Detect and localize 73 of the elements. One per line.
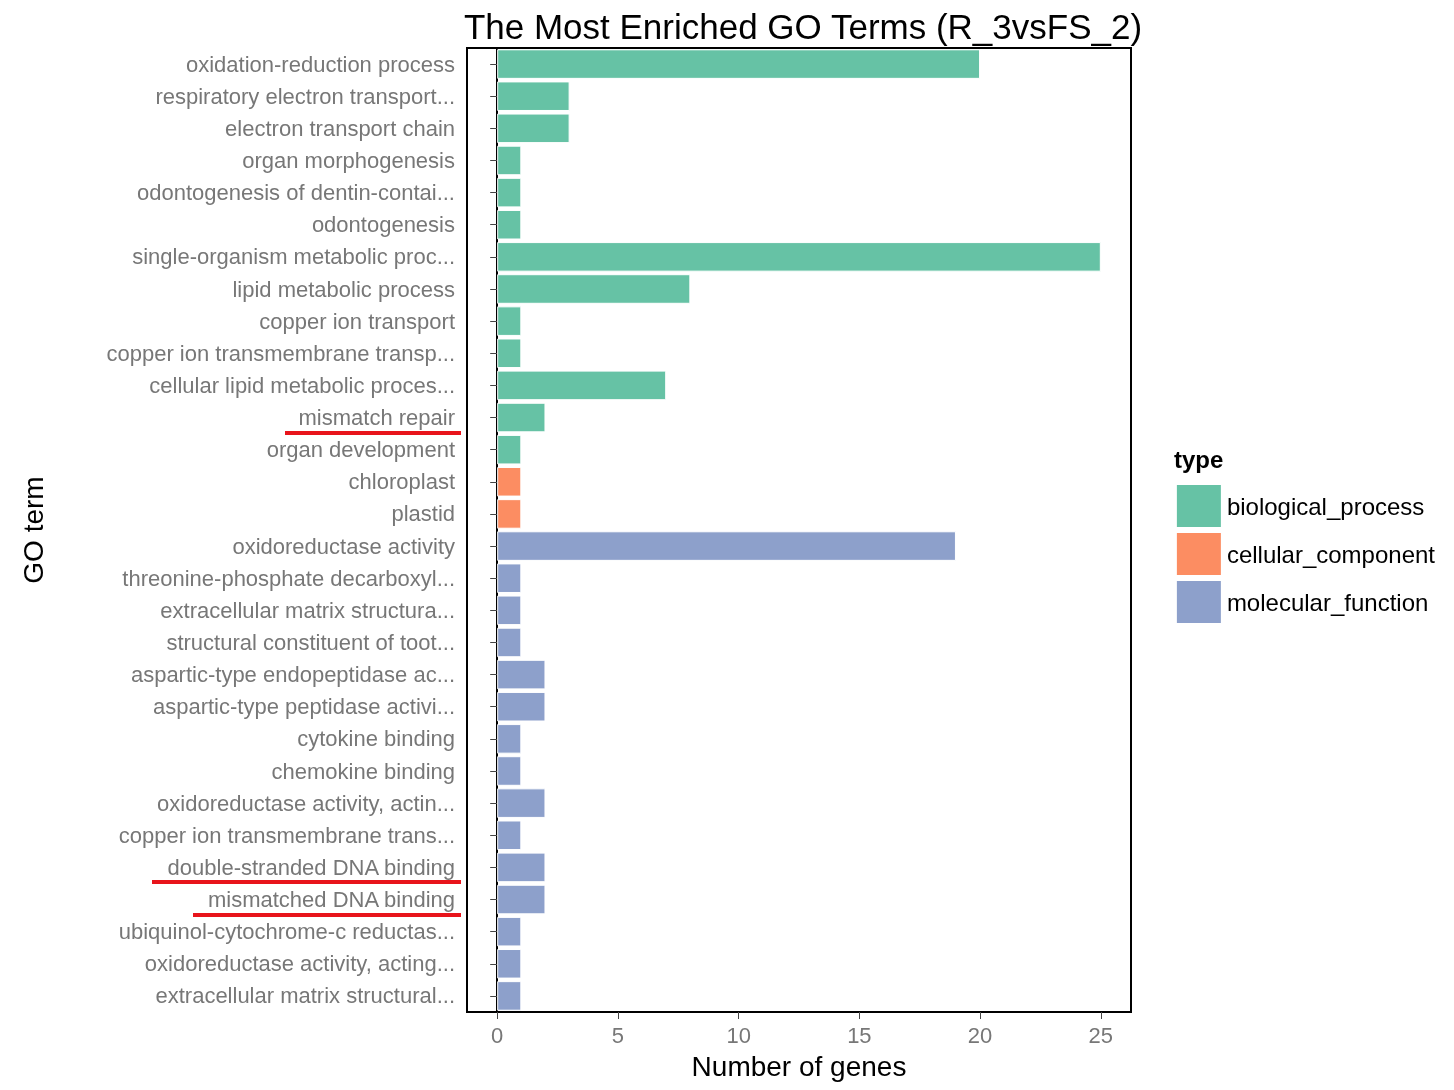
y-tick-label: oxidoreductase activity [232, 533, 455, 559]
y-tick-label: copper ion transmembrane transp... [106, 340, 455, 366]
bar [497, 242, 1101, 272]
x-tick-label: 5 [611, 1022, 625, 1048]
bar [497, 627, 522, 658]
y-tick-label: aspartic-type endopeptidase ac... [130, 662, 455, 688]
bar [497, 49, 981, 79]
bar [497, 563, 522, 593]
y-tick-label: odontogenesis of dentin-contai... [136, 180, 455, 206]
bar [497, 370, 667, 401]
y-tick-label: single-organism metabolic proc... [132, 244, 455, 270]
y-tick-label: copper ion transport [259, 308, 455, 334]
bar [497, 531, 956, 561]
bar [497, 434, 522, 465]
bar [497, 691, 546, 722]
legend-label: biological_process [1226, 492, 1425, 520]
y-tick-label: double-stranded DNA binding [167, 854, 455, 880]
y-tick-label: chemokine binding [271, 758, 455, 784]
bar [497, 820, 522, 851]
y-tick-label: lipid metabolic process [232, 276, 455, 302]
bar [497, 756, 522, 786]
y-tick-label: mismatched DNA binding [207, 887, 455, 913]
x-tick-label: 20 [967, 1022, 993, 1048]
x-tick-label: 15 [847, 1022, 872, 1048]
y-tick-label: respiratory electron transport... [155, 83, 455, 109]
chart-title: The Most Enriched GO Terms (R_3vsFS_2) [463, 7, 1143, 46]
bar [497, 916, 522, 947]
legend-title: type [1174, 445, 1224, 473]
bar [497, 788, 546, 818]
bar [497, 274, 691, 304]
y-tick-label: cellular lipid metabolic proces... [149, 372, 455, 398]
y-tick-label: mismatch repair [298, 405, 455, 431]
y-tick-label: extracellular matrix structura... [160, 597, 455, 623]
bar [497, 884, 546, 915]
bar [497, 338, 522, 369]
y-tick-label: aspartic-type peptidase activi... [152, 694, 455, 720]
y-tick-label: ubiquinol-cytochrome-c reductas... [118, 919, 455, 945]
y-tick-label: electron transport chain [225, 115, 455, 141]
x-tick-label: 0 [491, 1022, 504, 1048]
bar [497, 852, 546, 883]
bar [497, 659, 546, 690]
y-tick-label: copper ion transmembrane trans... [118, 822, 455, 848]
legend-label: cellular_component [1226, 540, 1436, 568]
x-axis-title: Number of genes [691, 1050, 907, 1082]
y-tick-label: cytokine binding [297, 726, 455, 752]
y-tick-label: extracellular matrix structural... [155, 983, 455, 1009]
bar [497, 306, 522, 336]
y-axis-title: GO term [17, 476, 49, 584]
x-tick-label: 25 [1088, 1022, 1114, 1048]
y-tick-label: threonine-phosphate decarboxyl... [122, 565, 455, 591]
y-tick-label: plastid [391, 501, 455, 527]
bar [497, 724, 522, 754]
bar [497, 467, 522, 497]
bar [497, 402, 546, 433]
bar [497, 113, 570, 144]
y-tick-label: structural constituent of toot... [166, 629, 455, 655]
bar [497, 81, 570, 111]
bar [497, 145, 522, 176]
x-tick-label: 10 [726, 1022, 751, 1048]
y-tick-label: oxidoreductase activity, actin... [157, 790, 455, 816]
bar [497, 949, 522, 979]
y-tick-label: organ development [266, 437, 455, 463]
bar [497, 595, 522, 626]
bar [497, 981, 522, 1011]
y-tick-label: odontogenesis [311, 212, 455, 238]
y-tick-label: organ morphogenesis [242, 147, 455, 173]
bar [497, 177, 522, 208]
bar [497, 499, 522, 529]
y-tick-label: oxidation-reduction process [185, 51, 455, 77]
y-tick-label: chloroplast [348, 469, 455, 495]
legend-label: molecular_function [1226, 588, 1429, 616]
y-tick-label: oxidoreductase activity, acting... [144, 951, 455, 977]
bar [497, 209, 522, 240]
